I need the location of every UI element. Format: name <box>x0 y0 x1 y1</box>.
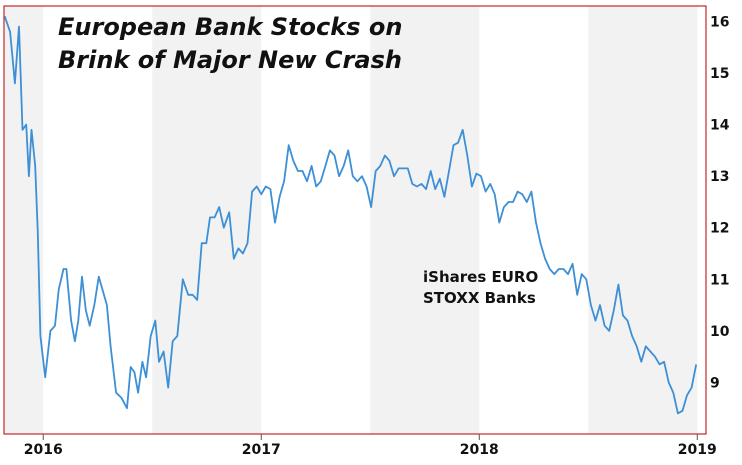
y-tick-label: 13 <box>710 169 729 185</box>
x-tick-label: 2016 <box>24 442 63 458</box>
y-axis: 9 10 11 12 13 14 15 16 <box>710 14 730 391</box>
plot-frame <box>3 5 707 435</box>
background-band <box>588 6 698 434</box>
background-band <box>370 6 480 434</box>
y-tick-label: 11 <box>710 272 729 288</box>
chart-title-line-2: Brink of Major New Crash <box>58 46 402 74</box>
x-axis: 2016 2017 2018 2019 <box>24 434 717 458</box>
y-tick-label: 15 <box>710 66 729 82</box>
chart-title-line-1: European Bank Stocks on <box>58 13 402 41</box>
price-line <box>3 16 698 415</box>
series-label-line-2: STOXX Banks <box>423 289 536 307</box>
y-tick-label: 16 <box>710 14 729 30</box>
x-tick-label: 2018 <box>460 442 499 458</box>
y-tick-label: 9 <box>710 375 720 391</box>
y-tick-label: 14 <box>710 118 730 134</box>
background-bands <box>4 6 698 434</box>
x-tick-label: 2019 <box>678 442 717 458</box>
y-tick-label: 10 <box>710 324 730 340</box>
y-tick-label: 12 <box>710 221 729 237</box>
x-tick-label: 2017 <box>242 442 281 458</box>
series-label-line-1: iShares EURO <box>423 268 538 286</box>
